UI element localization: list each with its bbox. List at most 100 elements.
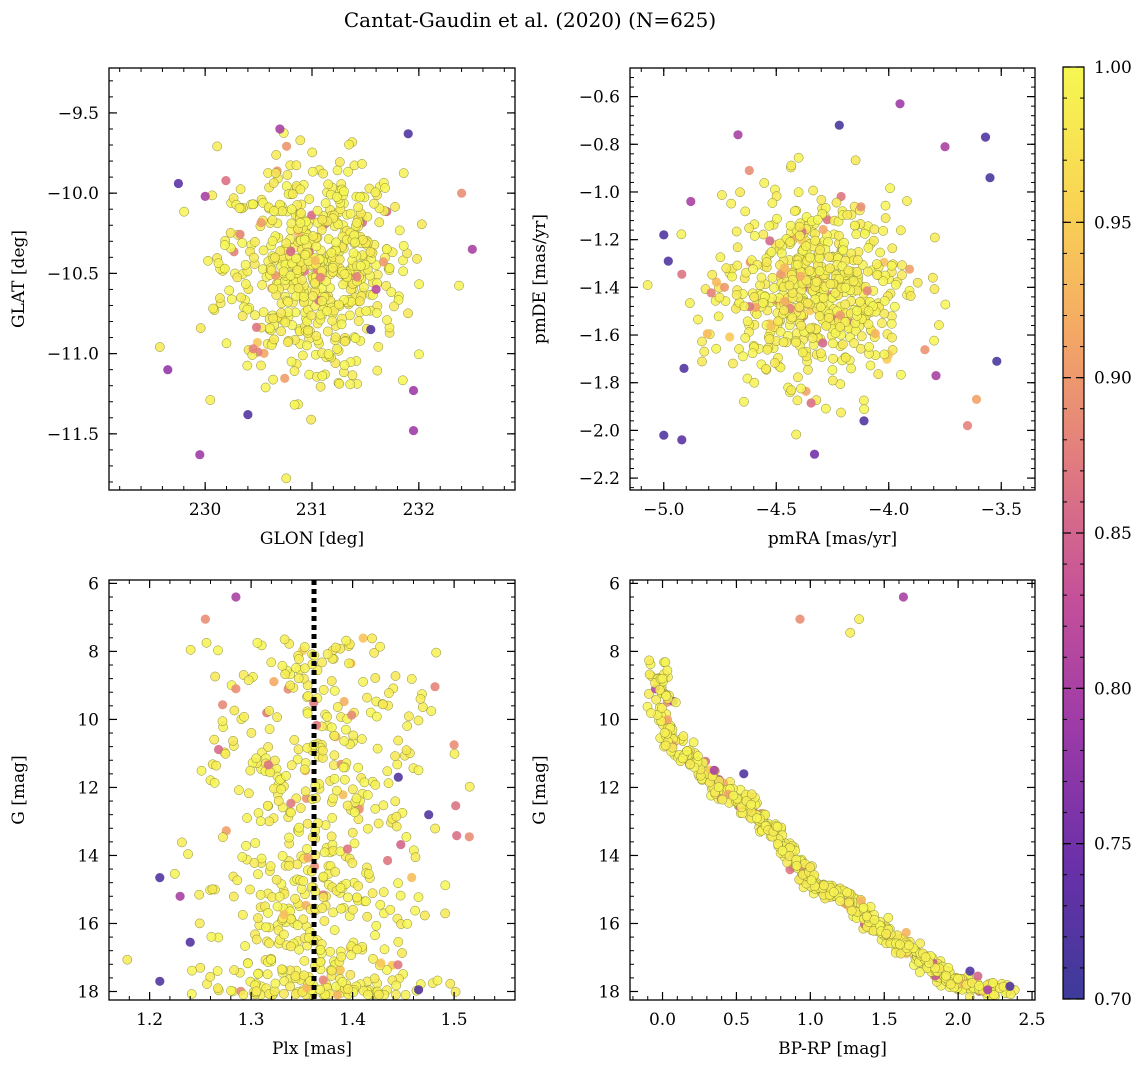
- data-point: [303, 932, 314, 943]
- data-point: [280, 317, 291, 328]
- data-point: [886, 260, 897, 271]
- data-point: [945, 979, 956, 990]
- data-point: [264, 724, 275, 734]
- data-point: [357, 159, 367, 169]
- data-point: [374, 217, 385, 228]
- data-point: [250, 310, 260, 321]
- data-point: [283, 297, 293, 307]
- data-point: [828, 353, 838, 364]
- data-point: [361, 896, 371, 907]
- data-point: [293, 673, 304, 684]
- data-point: [163, 365, 173, 375]
- y-tick-label: 16: [77, 914, 99, 934]
- data-point: [274, 891, 285, 902]
- data-point: [299, 764, 310, 775]
- data-point: [786, 385, 797, 396]
- data-point: [253, 869, 263, 880]
- data-point: [769, 282, 779, 293]
- data-point: [965, 966, 975, 976]
- data-point: [905, 291, 916, 301]
- data-point: [236, 292, 246, 303]
- y-tick-label: −11.0: [47, 345, 99, 365]
- data-point: [345, 379, 356, 390]
- data-point: [200, 614, 210, 624]
- data-point: [235, 229, 245, 239]
- data-point: [859, 228, 870, 239]
- data-point: [449, 748, 460, 759]
- data-point: [828, 338, 838, 349]
- data-point: [795, 271, 805, 281]
- data-point: [772, 821, 783, 832]
- data-point: [778, 337, 789, 348]
- x-tick-label: 1.4: [339, 1010, 366, 1030]
- y-tick-label: 6: [88, 574, 99, 594]
- data-point: [835, 310, 845, 320]
- data-point: [393, 772, 403, 782]
- data-point: [221, 176, 231, 186]
- data-point: [840, 282, 851, 293]
- data-point: [767, 272, 778, 283]
- data-point: [286, 807, 296, 818]
- data-point: [289, 366, 300, 376]
- data-point: [795, 614, 805, 624]
- data-point: [312, 205, 323, 216]
- data-point: [792, 259, 803, 270]
- data-point: [350, 333, 361, 344]
- data-point: [973, 971, 983, 981]
- data-point: [208, 303, 218, 314]
- data-point: [714, 292, 725, 303]
- data-point: [169, 868, 180, 879]
- data-point: [195, 962, 206, 973]
- data-point: [414, 985, 424, 995]
- data-point: [350, 237, 360, 248]
- data-point: [927, 272, 938, 283]
- data-point: [983, 985, 993, 995]
- data-point: [869, 914, 880, 925]
- data-point: [766, 247, 777, 257]
- colorbar-tick-label: 0.95: [1094, 213, 1132, 233]
- data-point: [358, 633, 368, 643]
- data-point: [293, 283, 304, 294]
- data-point: [746, 789, 757, 800]
- data-point: [232, 272, 243, 283]
- data-point: [382, 315, 392, 325]
- data-point: [767, 198, 778, 208]
- y-tick-label: 6: [609, 574, 620, 594]
- data-point: [842, 887, 852, 898]
- data-point: [285, 680, 296, 691]
- data-point: [344, 658, 354, 669]
- data-point: [255, 816, 266, 827]
- data-point: [296, 884, 307, 894]
- data-point: [828, 887, 839, 897]
- data-point: [370, 803, 381, 814]
- data-point: [383, 855, 393, 866]
- data-point: [297, 350, 308, 361]
- data-point: [895, 225, 906, 236]
- data-point: [391, 980, 402, 991]
- data-point: [731, 226, 742, 237]
- data-point: [353, 762, 364, 773]
- data-point: [793, 187, 804, 198]
- data-point: [840, 352, 851, 363]
- data-point: [392, 759, 403, 770]
- axes-frame: [629, 67, 1036, 491]
- y-tick-label: −1.6: [579, 326, 620, 346]
- data-point: [311, 331, 322, 341]
- data-point: [201, 637, 212, 648]
- data-point: [256, 360, 266, 371]
- data-point: [331, 785, 342, 796]
- y-tick-label: 12: [598, 778, 620, 798]
- data-point: [381, 244, 392, 255]
- data-point: [403, 308, 413, 319]
- data-point: [904, 264, 915, 274]
- data-point: [920, 952, 931, 963]
- data-point: [440, 908, 451, 919]
- data-point: [315, 957, 326, 967]
- data-point: [402, 721, 413, 731]
- x-tick-label: 1.3: [238, 1010, 265, 1030]
- data-point: [339, 269, 350, 279]
- data-point: [317, 903, 328, 914]
- data-point: [715, 252, 726, 263]
- data-point: [774, 238, 785, 249]
- data-point: [814, 266, 825, 276]
